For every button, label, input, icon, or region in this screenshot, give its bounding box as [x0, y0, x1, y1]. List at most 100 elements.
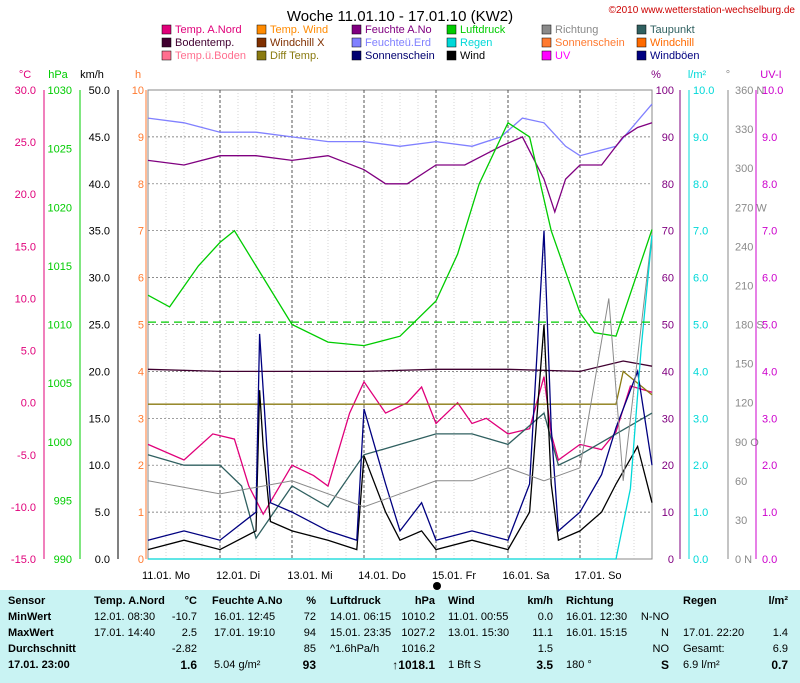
axis-unit-pressure: hPa — [48, 69, 68, 81]
tick-label-temp: 20.0 — [15, 189, 36, 201]
humidity-time-now: 5.04 g/m² — [214, 659, 261, 671]
tick-label-temp: 0.0 — [21, 398, 36, 410]
tick-label-temp: -5.0 — [17, 450, 36, 462]
wind-value-max: 11.1 — [532, 627, 553, 639]
temp-value-max: 2.5 — [181, 627, 197, 639]
tick-label-direction: 330 — [735, 124, 753, 136]
tick-label-hours: 3 — [138, 413, 144, 425]
legend-label: Windböen — [650, 50, 700, 62]
header-wind: Wind — [448, 595, 475, 607]
legend-swatch — [351, 50, 362, 61]
tick-label-rain: 8.0 — [693, 179, 708, 191]
day-label: 13.01. Mi — [287, 570, 332, 582]
series-line-feuchte-erd — [147, 103, 653, 157]
tick-label-uv: 9.0 — [762, 132, 777, 144]
legend-swatch — [446, 37, 457, 48]
rain-value-avg: 6.9 — [772, 643, 788, 655]
pressure-value-avg: 1016.2 — [401, 643, 435, 655]
pressure-value-min: 1010.2 — [401, 611, 435, 623]
tick-label-uv: 0.0 — [762, 554, 777, 566]
tick-label-wind: 35.0 — [89, 226, 110, 238]
tick-label-temp: 25.0 — [15, 137, 36, 149]
moon-phase-icon — [433, 582, 441, 590]
tick-label-rain: 10.0 — [693, 85, 714, 97]
series-line-luftdruck — [147, 121, 653, 347]
tick-label-wind: 40.0 — [89, 179, 110, 191]
humidity-time-min: 16.01. 12:45 — [214, 611, 276, 623]
tick-label-pressure: 990 — [54, 554, 72, 566]
tick-label-rain: 2.0 — [693, 460, 708, 472]
wind-value-min: 0.0 — [537, 611, 553, 623]
legend-swatch — [541, 37, 552, 48]
axis-unit-rain: l/m² — [688, 69, 707, 81]
tick-label-rain: 5.0 — [693, 320, 708, 332]
legend-label: Windchill X — [270, 37, 325, 49]
row-label-max: MaxWert — [8, 627, 54, 639]
direction-time-min: 16.01. 12:30 — [566, 611, 628, 623]
header-rain: Regen — [683, 595, 717, 607]
tick-label-uv: 7.0 — [762, 226, 777, 238]
header-temp: Temp. A.Nord — [94, 595, 165, 607]
legend-label: Sonnenschein — [365, 50, 435, 62]
tick-label-pressure: 1000 — [48, 437, 72, 449]
legend-label: Bodentemp. — [175, 37, 234, 49]
series-line-feuchte-a-no — [147, 122, 653, 214]
tick-label-direction: 240 — [735, 241, 753, 253]
rain-time-max: 17.01. 22:20 — [683, 627, 745, 639]
tick-label-rain: 0.0 — [693, 554, 708, 566]
series-line-richtung — [147, 233, 653, 508]
header-temp-unit: °C — [184, 595, 197, 607]
legend-label: Temp.ü.Boden — [175, 50, 246, 62]
humidity-value-max: 94 — [303, 627, 316, 639]
tick-label-hours: 10 — [132, 85, 144, 97]
legend-label: Wind — [460, 50, 485, 62]
rain-time-avg: Gesamt: — [683, 643, 725, 655]
header-humidity: Feuchte A.No — [212, 595, 283, 607]
tick-label-direction: 60 — [735, 476, 747, 488]
day-label: 12.01. Di — [216, 570, 260, 582]
tick-label-temp: 5.0 — [21, 346, 36, 358]
copyright-text: ©2010 www.wetterstation-wechselburg.de — [609, 5, 796, 16]
axis-unit-hours: h — [135, 69, 141, 81]
tick-label-humidity: 100 — [656, 85, 674, 97]
direction-value-now: S — [660, 658, 669, 672]
pressure-value-max: 1027.2 — [401, 627, 435, 639]
tick-label-direction: 120 — [735, 398, 753, 410]
tick-label-uv: 1.0 — [762, 507, 777, 519]
tick-label-wind: 25.0 — [89, 320, 110, 332]
header-sensor: Sensor — [8, 595, 46, 607]
header-direction: Richtung — [566, 595, 614, 607]
row-label-min: MinWert — [8, 611, 52, 623]
tick-label-wind: 30.0 — [89, 273, 110, 285]
pressure-time-min: 14.01. 06:15 — [330, 611, 392, 623]
day-label: 15.01. Fr — [432, 570, 476, 582]
tick-label-humidity: 50 — [662, 320, 674, 332]
temp-time-min: 12.01. 08:30 — [94, 611, 156, 623]
legend-label: Feuchte A.No — [365, 24, 432, 36]
tick-label-wind: 50.0 — [89, 85, 110, 97]
tick-label-humidity: 80 — [662, 179, 674, 191]
legend-swatch — [161, 37, 172, 48]
tick-label-pressure: 1020 — [48, 202, 72, 214]
legend-swatch — [351, 37, 362, 48]
tick-label-pressure: 1025 — [48, 144, 72, 156]
tick-label-direction: 270 W — [735, 202, 767, 214]
axis-unit-uv: UV-I — [760, 69, 781, 81]
day-label: 11.01. Mo — [142, 570, 190, 582]
legend-swatch — [636, 24, 647, 35]
tick-label-hours: 1 — [138, 507, 144, 519]
tick-label-hours: 7 — [138, 226, 144, 238]
wind-time-min: 11.01. 00:55 — [448, 611, 509, 623]
tick-label-temp: 10.0 — [15, 293, 36, 305]
tick-label-hours: 2 — [138, 460, 144, 472]
tick-label-pressure: 995 — [54, 495, 72, 507]
tick-label-uv: 8.0 — [762, 179, 777, 191]
direction-value-avg: NO — [652, 643, 670, 655]
legend-label: Regen — [460, 37, 492, 49]
axis-unit-temp: °C — [19, 69, 31, 81]
tick-label-uv: 10.0 — [762, 85, 783, 97]
legend-swatch — [351, 24, 362, 35]
tick-label-pressure: 1030 — [48, 85, 72, 97]
humidity-value-avg: 85 — [303, 643, 316, 655]
temp-value-avg: -2.82 — [171, 643, 197, 655]
